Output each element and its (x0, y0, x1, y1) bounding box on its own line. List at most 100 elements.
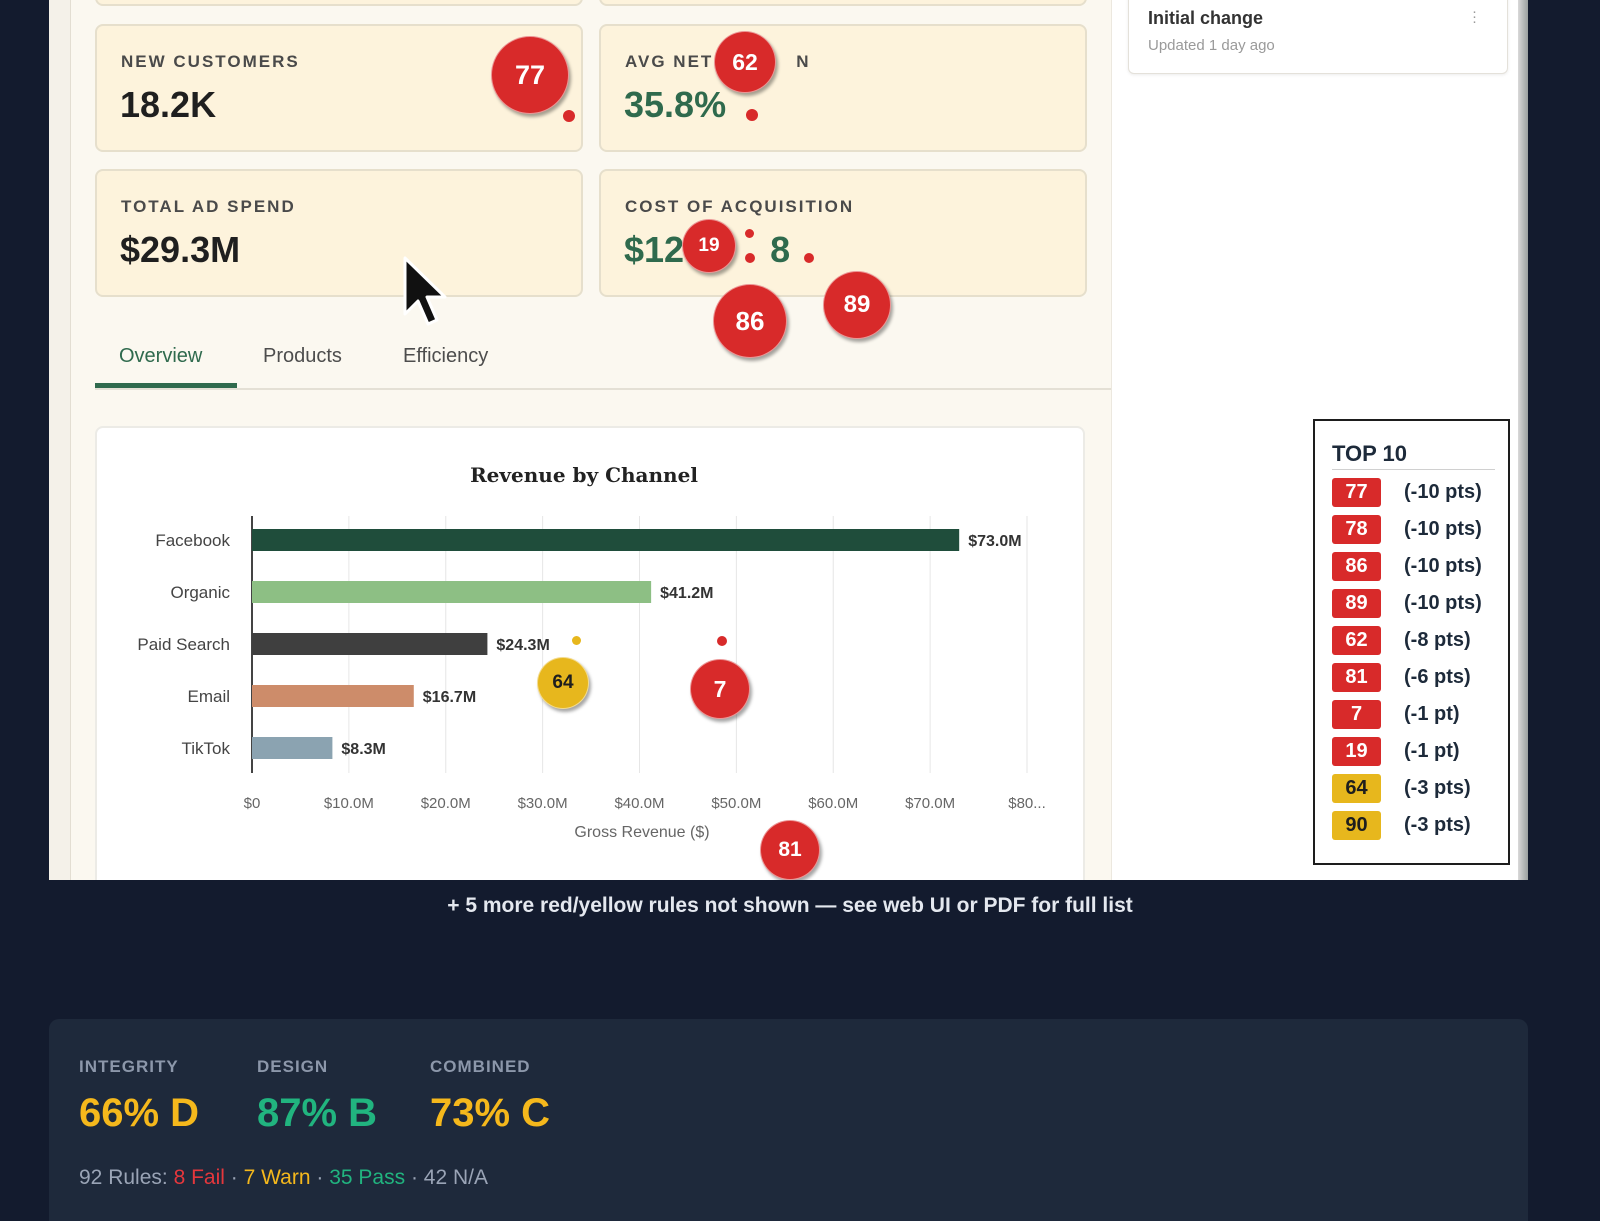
history-card[interactable]: Initial change Updated 1 day ago · · · (1128, 0, 1508, 74)
marker-7[interactable]: 7 (690, 659, 750, 719)
score-design: DESIGN 87% B (257, 1057, 377, 1136)
score-label: INTEGRITY (79, 1057, 179, 1076)
x-tick-label: $60.0M (808, 795, 858, 812)
history-title: Initial change (1148, 8, 1264, 28)
score-label: DESIGN (257, 1057, 329, 1076)
marker-77[interactable]: 77 (491, 36, 569, 114)
revenue-chart-card: Revenue by Channel $0 $10.0M $20.0M $30.0M $4… (95, 426, 1085, 880)
tab-overview[interactable]: Overview (119, 345, 203, 367)
kpi-label: TOTAL AD SPEND (121, 197, 296, 216)
data-label: $8.3M (341, 741, 385, 758)
rule-points: (-3 pts) (1404, 814, 1471, 836)
x-tick-label: $80... (1008, 795, 1046, 812)
rule-points: (-3 pts) (1404, 777, 1471, 799)
bar-email (252, 685, 414, 707)
rule-points: (-10 pts) (1404, 555, 1482, 577)
mouse-cursor-icon (403, 256, 447, 326)
marker-pin (717, 636, 727, 646)
kebab-icon[interactable]: · · · (1472, 3, 1477, 30)
top10-row: 89 (-10 pts) (1332, 589, 1507, 619)
chart-title: Revenue by Channel (470, 463, 698, 487)
rule-badge: 81 (1332, 663, 1381, 692)
marker-64[interactable]: 64 (537, 657, 589, 709)
data-label: $73.0M (968, 533, 1021, 550)
rule-points: (-1 pt) (1404, 703, 1460, 725)
kpi-value: 18.2K (120, 84, 217, 125)
rule-points: (-8 pts) (1404, 629, 1471, 651)
rule-badge: 89 (1332, 589, 1381, 618)
rule-badge: 77 (1332, 478, 1381, 507)
rule-badge: 7 (1332, 700, 1381, 729)
x-tick-label: $0 (244, 795, 261, 812)
kpi-label: COST OF ACQUISITION (625, 197, 855, 216)
x-tick-label: $50.0M (711, 795, 761, 812)
marker-86[interactable]: 86 (713, 284, 787, 358)
data-label: $24.3M (496, 637, 549, 654)
rule-badge: 19 (1332, 737, 1381, 766)
category-label: Paid Search (137, 635, 230, 654)
bar-facebook (252, 529, 960, 551)
marker-89[interactable]: 89 (823, 271, 891, 339)
x-tick-label: $70.0M (905, 795, 955, 812)
kpi-card-total-ad-spend: TOTAL AD SPEND $29.3M (95, 169, 583, 297)
rule-badge: 86 (1332, 552, 1381, 581)
marker-pin (745, 229, 754, 238)
card-above-left (95, 0, 583, 6)
top10-row: 78 (-10 pts) (1332, 515, 1507, 545)
kpi-value: 35.8% (624, 84, 727, 125)
marker-19[interactable]: 19 (682, 219, 736, 273)
rules-summary: 92 Rules: 8 Fail · 7 Warn · 35 Pass · 42… (79, 1166, 488, 1189)
kpi-value: $29.3M (120, 229, 241, 270)
tab-bar: Overview Products Efficiency (95, 325, 1111, 390)
window-edge (1518, 0, 1528, 880)
na-count: 42 N/A (423, 1166, 488, 1189)
tab-products[interactable]: Products (263, 345, 342, 367)
rule-badge: 90 (1332, 811, 1381, 840)
marker-pin (745, 253, 755, 263)
rule-badge: 62 (1332, 626, 1381, 655)
category-label: Organic (170, 583, 230, 602)
x-tick-label: $40.0M (614, 795, 664, 812)
fail-count: 8 Fail (173, 1166, 225, 1189)
rule-points: (-10 pts) (1404, 481, 1482, 503)
top10-row: 81 (-6 pts) (1332, 663, 1507, 693)
x-tick-label: $10.0M (324, 795, 374, 812)
score-value: 66% D (79, 1091, 200, 1135)
category-label: Email (187, 687, 230, 706)
tab-efficiency[interactable]: Efficiency (403, 345, 489, 367)
top10-row: 19 (-1 pt) (1332, 737, 1507, 767)
rule-badge: 78 (1332, 515, 1381, 544)
x-tick-label: $20.0M (421, 795, 471, 812)
marker-62[interactable]: 62 (714, 31, 776, 93)
rule-badge: 64 (1332, 774, 1381, 803)
marker-pin (804, 253, 814, 263)
score-label: COMBINED (430, 1057, 531, 1076)
active-tab-indicator (95, 383, 237, 388)
score-value: 87% B (257, 1091, 378, 1135)
card-above-right (599, 0, 1087, 6)
left-rail (49, 0, 71, 880)
score-combined: COMBINED 73% C (430, 1057, 550, 1136)
marker-81[interactable]: 81 (760, 820, 820, 880)
marker-pin (563, 110, 575, 122)
pass-count: 35 Pass (329, 1166, 406, 1189)
x-axis-label: Gross Revenue ($) (574, 824, 709, 841)
top10-panel: TOP 10 77 (-10 pts) 78 (-10 pts) 86 (-10 pts)… (1313, 419, 1510, 865)
marker-pin (746, 109, 758, 121)
more-rules-note: + 5 more red/yellow rules not shown — se… (447, 894, 1133, 917)
rule-points: (-10 pts) (1404, 518, 1482, 540)
marker-pin (572, 636, 581, 645)
divider (1332, 469, 1495, 470)
score-panel: INTEGRITY 66% D DESIGN 87% B COMBINED 73… (49, 1019, 1528, 1221)
score-value: 73% C (430, 1091, 551, 1135)
bar-tiktok (252, 737, 333, 759)
history-subtitle: Updated 1 day ago (1148, 37, 1275, 54)
kpi-value: $12 8 (624, 229, 791, 270)
score-integrity: INTEGRITY 66% D (79, 1057, 199, 1136)
bar-paid-search (252, 633, 488, 655)
data-label: $16.7M (423, 689, 476, 706)
category-label: TikTok (182, 739, 231, 758)
